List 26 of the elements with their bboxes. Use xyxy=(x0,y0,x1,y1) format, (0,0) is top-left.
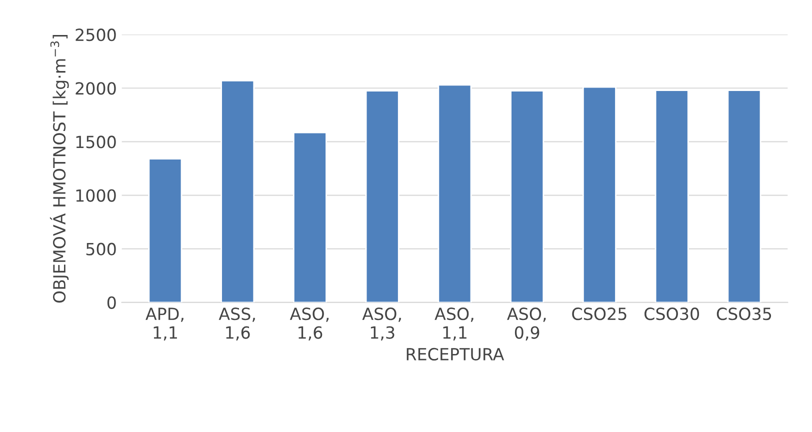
x-tick-label: APD, 1,1 xyxy=(146,308,184,341)
x-tick-label: ASO, 1,1 xyxy=(434,308,474,341)
y-tick-label: 1500 xyxy=(76,136,116,148)
bar xyxy=(365,90,400,302)
y-tick-label: 2500 xyxy=(76,28,116,42)
x-tick-label: CSO35 xyxy=(716,308,772,320)
bar xyxy=(582,86,616,302)
bar xyxy=(220,80,255,302)
bar xyxy=(510,90,544,302)
y-tick-label: 500 xyxy=(86,242,116,256)
x-tick-label: CSO30 xyxy=(644,308,700,320)
x-tick-label: CSO25 xyxy=(572,308,626,320)
x-tick-label: ASS, 1,6 xyxy=(218,308,255,341)
x-axis-title: RECEPTURA xyxy=(406,348,504,361)
bar xyxy=(727,90,762,302)
y-tick-label: 2000 xyxy=(76,82,116,95)
bar xyxy=(654,90,689,302)
bar xyxy=(438,84,472,302)
x-tick-label: ASO, 0,9 xyxy=(507,308,546,341)
y-axis-title: OBJEMOVÁ HMOTNOST [kg·m$^{−3}$] xyxy=(50,34,69,303)
bar xyxy=(148,158,182,302)
y-tick-label: 0 xyxy=(107,296,116,309)
bar xyxy=(292,132,327,302)
x-tick-label: ASO, 1,3 xyxy=(362,308,401,341)
x-tick-label: ASO, 1,6 xyxy=(290,308,329,341)
y-tick-label: 1000 xyxy=(76,189,116,202)
